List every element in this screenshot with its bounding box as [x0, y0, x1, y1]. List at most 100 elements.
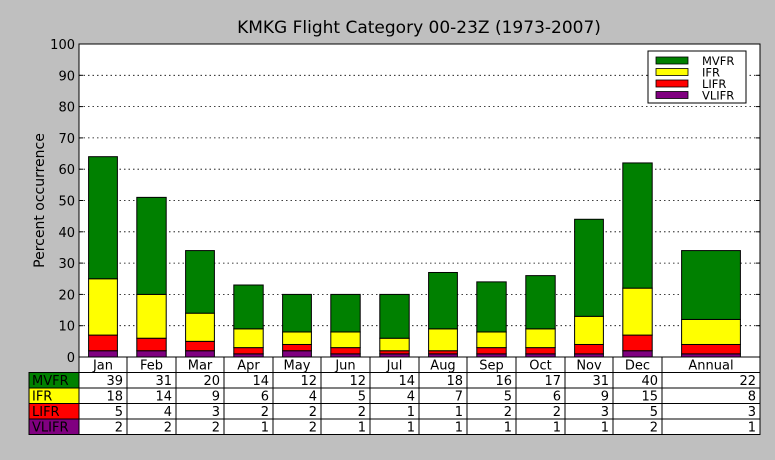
table-cell-value: 2 — [261, 405, 269, 420]
table-cell-value: 1 — [358, 421, 366, 436]
table-cell-value: 4 — [309, 390, 317, 405]
table-cell-value: 7 — [455, 390, 463, 405]
bar-mvfr-may — [282, 293, 312, 333]
table-cell-value: 14 — [252, 374, 269, 389]
table-cell-value: 2 — [650, 421, 658, 436]
bar-ifr-oct — [525, 328, 556, 349]
bar-mvfr-feb — [136, 196, 167, 295]
bar-ifr-aug — [428, 328, 458, 352]
table-cell-value: 1 — [455, 405, 463, 420]
bar-ifr-jul — [379, 337, 410, 352]
bar-mvfr-apr — [233, 284, 264, 330]
table-cell-value: 2 — [164, 421, 172, 436]
bar-mvfr-annual — [681, 250, 741, 320]
table-cell-value: 2 — [309, 421, 317, 436]
y-axis-label: Percent occurrence — [32, 133, 48, 268]
table-cell-value: 22 — [739, 374, 756, 389]
bar-ifr-may — [282, 331, 312, 345]
bar-vlifr-dec — [622, 350, 653, 358]
bar-ifr-jun — [330, 331, 361, 349]
chart-title: KMKG Flight Category 00-23Z (1973-2007) — [237, 18, 601, 38]
bar-ifr-jan — [88, 278, 118, 336]
table-cell-value: 1 — [601, 421, 609, 436]
y-tick-label: 70 — [58, 132, 75, 147]
legend-swatch-vlifr — [655, 91, 689, 99]
table-cell-value: 1 — [407, 421, 415, 436]
table-cell-value: 2 — [115, 421, 123, 436]
table-cell-value: 16 — [495, 374, 512, 389]
legend-swatch-lifr — [655, 79, 689, 88]
table-cell — [661, 403, 761, 420]
legend-label-vlifr: VLIFR — [702, 89, 734, 103]
table-cell-value: 40 — [641, 374, 658, 389]
bar-ifr-sep — [476, 331, 507, 349]
x-tick-label: Aug — [430, 359, 455, 374]
table-cell-value: 9 — [601, 390, 609, 405]
bar-ifr-mar — [185, 312, 215, 342]
y-tick-label: 30 — [58, 257, 75, 272]
bar-mvfr-jun — [330, 293, 361, 333]
y-tick-label: 80 — [58, 101, 75, 116]
bar-lifr-jun — [330, 347, 361, 355]
bar-mvfr-mar — [185, 250, 215, 314]
table-cell-value: 6 — [261, 390, 269, 405]
x-tick-label: Oct — [529, 359, 551, 374]
bar-mvfr-nov — [574, 218, 604, 317]
table-cell-value: 18 — [106, 390, 123, 405]
bar-lifr-sep — [476, 347, 507, 355]
bar-mvfr-sep — [476, 281, 507, 333]
table-cell-value: 2 — [309, 405, 317, 420]
table-cell-value: 1 — [748, 421, 756, 436]
y-tick-label: 10 — [58, 320, 75, 335]
bar-ifr-dec — [622, 287, 653, 336]
bar-lifr-mar — [185, 340, 215, 352]
bar-mvfr-jan — [88, 156, 118, 280]
bar-ifr-apr — [233, 328, 264, 349]
x-tick-label: Mar — [188, 359, 213, 374]
bar-lifr-oct — [525, 347, 556, 355]
table-cell — [661, 418, 761, 435]
table-cell-value: 17 — [544, 374, 561, 389]
bar-lifr-may — [282, 343, 312, 352]
x-tick-label: Annual — [688, 359, 733, 374]
table-cell-value: 1 — [261, 421, 269, 436]
legend-label-ifr: IFR — [702, 66, 720, 80]
table-cell-value: 1 — [504, 421, 512, 436]
legend-label-lifr: LIFR — [702, 77, 726, 91]
y-tick-label: 0 — [67, 351, 75, 366]
table-cell-value: 39 — [106, 374, 123, 389]
table-cell-value: 2 — [553, 405, 561, 420]
table-cell-value: 5 — [650, 405, 658, 420]
table-cell-value: 5 — [115, 405, 123, 420]
legend-label-mvfr: MVFR — [702, 54, 734, 68]
table-cell-value: 20 — [203, 374, 220, 389]
table-cell-value: 3 — [748, 405, 756, 420]
table-cell-value: 4 — [407, 390, 415, 405]
x-tick-label: Feb — [140, 359, 163, 374]
bar-lifr-annual — [681, 343, 741, 355]
table-cell-value: 14 — [398, 374, 415, 389]
table-cell-value: 3 — [601, 405, 609, 420]
x-tick-label: Dec — [625, 359, 650, 374]
table-cell-value: 1 — [455, 421, 463, 436]
table-row-label-vlifr: VLIFR — [32, 421, 68, 436]
table-cell-value: 12 — [349, 374, 366, 389]
bar-lifr-nov — [574, 343, 604, 355]
table-cell-value: 4 — [164, 405, 172, 420]
y-tick-label: 40 — [58, 226, 75, 241]
y-tick-label: 90 — [58, 69, 75, 84]
table-cell-value: 15 — [641, 390, 658, 405]
x-tick-label: May — [284, 359, 311, 374]
table-cell-value: 1 — [407, 405, 415, 420]
bar-lifr-apr — [233, 347, 264, 355]
bar-mvfr-oct — [525, 275, 556, 330]
bar-vlifr-feb — [136, 350, 167, 358]
table-cell-value: 5 — [358, 390, 366, 405]
bar-mvfr-dec — [622, 162, 653, 289]
y-tick-label: 20 — [58, 288, 75, 303]
bar-vlifr-may — [282, 350, 312, 358]
table-cell-value: 2 — [504, 405, 512, 420]
table-cell-value: 5 — [504, 390, 512, 405]
bar-vlifr-mar — [185, 350, 215, 358]
